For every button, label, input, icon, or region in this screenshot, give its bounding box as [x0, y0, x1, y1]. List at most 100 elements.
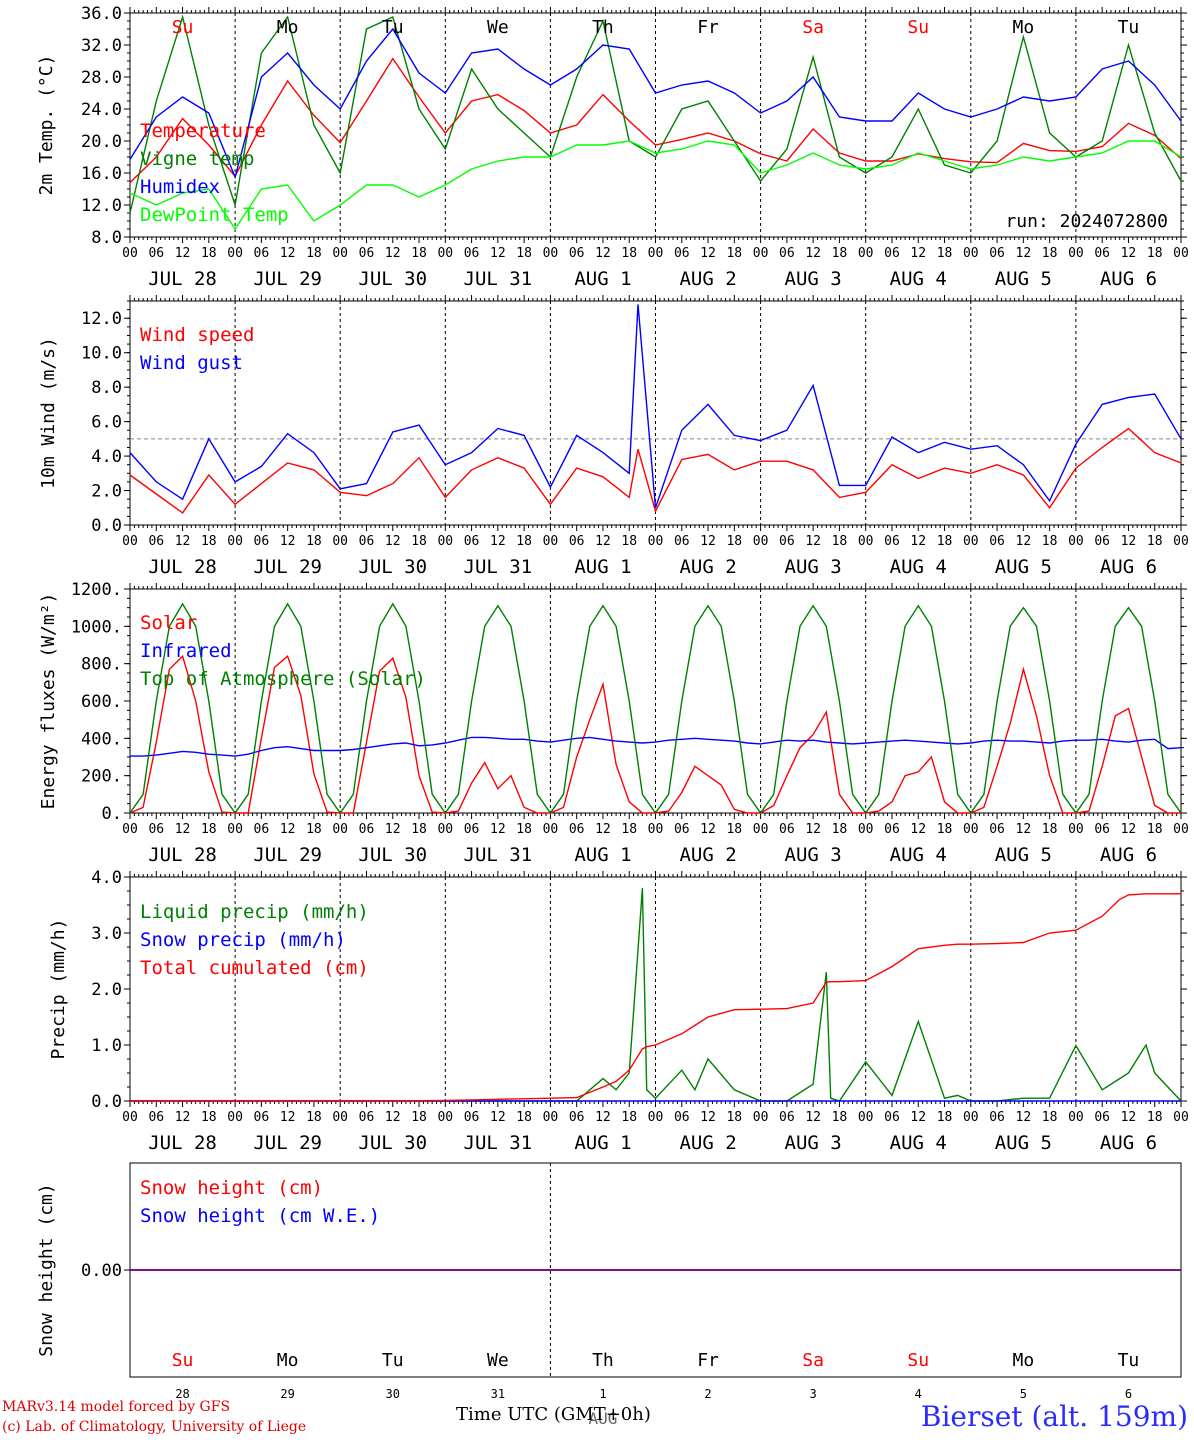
- hour-tick-label: 06: [464, 1110, 480, 1125]
- date-label: JUL 30: [358, 844, 427, 866]
- hour-tick-label: 06: [884, 534, 900, 549]
- hour-tick-label: 18: [1147, 1110, 1163, 1125]
- hour-tick-label: 00: [963, 1110, 979, 1125]
- y-tick-label: 4.0: [91, 868, 122, 888]
- hour-tick-label: 18: [201, 822, 217, 837]
- hour-tick-label: 18: [1042, 246, 1058, 261]
- hour-tick-label: 06: [989, 534, 1005, 549]
- hour-tick-label: 18: [1042, 534, 1058, 549]
- plot-frame: [129, 588, 1182, 814]
- hour-tick-label: 18: [726, 534, 742, 549]
- date-label: JUL 29: [253, 1132, 322, 1154]
- date-label: JUL 31: [464, 844, 533, 866]
- hour-tick-label: 12: [385, 1110, 401, 1125]
- date-label: AUG 2: [679, 556, 736, 578]
- date-label: JUL 28: [148, 268, 217, 290]
- hour-tick-label: 06: [254, 246, 270, 261]
- weekday-label: Sa: [802, 1350, 824, 1371]
- weekday-label: Fr: [697, 1350, 719, 1371]
- hour-tick-label: 00: [1068, 1110, 1084, 1125]
- hour-tick-label: 00: [437, 534, 453, 549]
- legend-entry: Solar: [140, 612, 197, 634]
- hour-tick-label: 00: [1068, 534, 1084, 549]
- hour-tick-label: 18: [411, 534, 427, 549]
- day-number-label: 4: [915, 1387, 922, 1401]
- day-number-label: 28: [175, 1387, 189, 1401]
- hour-tick-label: 18: [726, 822, 742, 837]
- hour-tick-label: 00: [543, 246, 559, 261]
- hour-tick-label: 18: [201, 246, 217, 261]
- hour-tick-label: 00: [122, 822, 138, 837]
- panel-3: [124, 583, 1187, 819]
- day-number-label: 1: [599, 1387, 606, 1401]
- hour-tick-label: 00: [858, 1110, 874, 1125]
- hour-tick-label: 06: [569, 246, 585, 261]
- hour-tick-label: 00: [1173, 1110, 1189, 1125]
- date-label: AUG 4: [890, 1132, 947, 1154]
- hour-tick-label: 12: [595, 822, 611, 837]
- hour-tick-label: 00: [648, 246, 664, 261]
- date-label: AUG 2: [679, 1132, 736, 1154]
- y-tick-label: 8.0: [91, 228, 122, 248]
- y-axis-label: Precip (mm/h): [48, 919, 69, 1060]
- hour-tick-label: 18: [516, 1110, 532, 1125]
- hour-tick-label: 00: [753, 246, 769, 261]
- hour-tick-label: 12: [700, 534, 716, 549]
- y-tick-label: 10.0: [81, 344, 122, 364]
- weekday-label: Fr: [697, 17, 719, 38]
- y-tick-label: 24.0: [81, 100, 122, 120]
- legend-entry: Total cumulated (cm): [140, 957, 369, 979]
- hour-tick-label: 06: [884, 246, 900, 261]
- hour-tick-label: 12: [280, 822, 296, 837]
- hour-tick-label: 18: [832, 1110, 848, 1125]
- hour-tick-label: 06: [674, 822, 690, 837]
- series-wind-gust: [129, 304, 1182, 509]
- weekday-label: Th: [592, 1350, 614, 1371]
- hour-tick-label: 12: [1016, 1110, 1032, 1125]
- date-label: AUG 2: [679, 844, 736, 866]
- hour-tick-label: 06: [674, 246, 690, 261]
- hour-tick-label: 06: [674, 534, 690, 549]
- hour-tick-label: 00: [963, 246, 979, 261]
- hour-tick-label: 18: [1147, 246, 1163, 261]
- y-tick-label: 6.0: [91, 413, 122, 433]
- station-name: Bierset (alt. 159m): [920, 1400, 1188, 1433]
- hour-tick-label: 06: [779, 1110, 795, 1125]
- hour-tick-label: 12: [805, 1110, 821, 1125]
- hour-tick-label: 06: [884, 822, 900, 837]
- date-label: AUG 4: [890, 844, 947, 866]
- y-tick-label: 0.00: [81, 1261, 122, 1281]
- y-tick-label: 16.0: [81, 164, 122, 184]
- hour-tick-label: 12: [595, 246, 611, 261]
- hour-tick-label: 06: [674, 1110, 690, 1125]
- model-credit: MARv3.14 model forced by GFS: [2, 1399, 231, 1415]
- hour-tick-label: 06: [569, 534, 585, 549]
- hour-tick-label: 18: [937, 1110, 953, 1125]
- hour-tick-label: 06: [148, 534, 164, 549]
- hour-tick-label: 18: [411, 1110, 427, 1125]
- hour-tick-label: 00: [227, 822, 243, 837]
- legend-entry: Snow height (cm): [140, 1177, 323, 1199]
- date-label: AUG 4: [890, 556, 947, 578]
- y-axis-label: Energy fluxes (W/m²): [38, 593, 59, 810]
- date-label: JUL 28: [148, 1132, 217, 1154]
- date-label: AUG 3: [785, 844, 842, 866]
- day-number-label: 6: [1125, 1387, 1132, 1401]
- y-tick-label: 2.0: [91, 980, 122, 1000]
- hour-tick-label: 06: [464, 246, 480, 261]
- hour-tick-label: 00: [753, 1110, 769, 1125]
- hour-tick-label: 18: [621, 534, 637, 549]
- hour-tick-label: 12: [280, 246, 296, 261]
- date-label: JUL 28: [148, 556, 217, 578]
- hour-tick-label: 00: [1173, 822, 1189, 837]
- hour-tick-label: 12: [700, 246, 716, 261]
- hour-tick-label: 12: [595, 1110, 611, 1125]
- hour-tick-label: 06: [989, 1110, 1005, 1125]
- hour-tick-label: 00: [858, 246, 874, 261]
- hour-tick-label: 18: [937, 822, 953, 837]
- date-label: AUG 1: [574, 1132, 631, 1154]
- y-tick-label: 12.0: [81, 196, 122, 216]
- date-label: AUG 5: [995, 556, 1052, 578]
- hour-tick-label: 06: [359, 1110, 375, 1125]
- series-total-cumulated-cm-: [130, 893, 1181, 1102]
